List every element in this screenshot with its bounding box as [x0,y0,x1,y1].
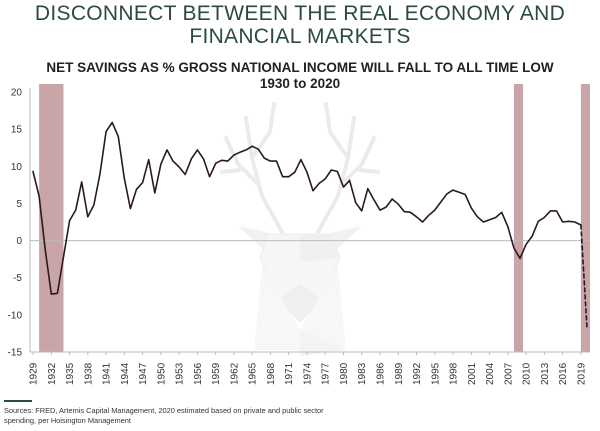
x-tick-label: 1932 [47,362,58,385]
chart-title-line-2: 1930 to 2020 [259,76,341,91]
x-tick-label: 2001 [467,362,478,385]
main-title-line-2: FINANCIAL MARKETS [189,25,411,48]
x-tick-label: 1959 [211,362,222,385]
x-tick-label: 2004 [485,362,496,385]
recession-band [513,84,524,352]
projection-dashed-line [580,224,588,330]
y-axis-ticks: 20 15 10 5 0 -5 -10 -15 [8,88,23,359]
x-tick-label: 1998 [449,362,460,385]
x-tick-label: 1992 [412,362,423,385]
y-tick-label: 0 [16,236,22,247]
x-tick-label: 1956 [193,362,204,385]
x-axis-ticks: 1929 1932 1935 1938 1941 1944 1947 1950 1953 1956… [29,352,587,385]
y-tick-label: -10 [8,310,23,321]
x-tick-label: 1983 [357,362,368,385]
y-tick-label: 10 [11,162,23,173]
x-tick-label: 1953 [175,362,186,385]
x-tick-label: 2013 [540,362,551,385]
x-tick-label: 1929 [29,362,40,385]
footnote-line-1: Sources: FRED, Artemis Capital Managemen… [4,406,324,415]
recession-band [580,84,590,352]
y-tick-label: -15 [8,348,23,359]
x-tick-label: 1962 [229,362,240,385]
x-tick-label: 1944 [120,362,131,385]
x-tick-label: 1935 [65,362,76,385]
x-tick-label: 1947 [138,362,149,385]
chart-title: NET SAVINGS AS % GROSS NATIONAL INCOME W… [0,60,600,92]
x-tick-label: 1989 [394,362,405,385]
x-tick-label: 1977 [321,362,332,385]
x-tick-label: 2007 [503,362,514,385]
x-tick-label: 1938 [83,362,94,385]
x-tick-label: 1986 [376,362,387,385]
y-tick-label: 20 [11,88,23,99]
main-title-line-1: DISCONNECT BETWEEN THE REAL ECONOMY AND [34,2,566,25]
net-savings-line [32,121,582,295]
x-tick-label: 1974 [302,362,313,385]
main-title: DISCONNECT BETWEEN THE REAL ECONOMY AND … [0,2,600,48]
series-layer [32,121,588,330]
x-tick-label: 1950 [156,362,167,385]
chart-title-line-1: NET SAVINGS AS % GROSS NATIONAL INCOME W… [46,60,554,75]
y-tick-label: 15 [11,125,23,136]
footnote-rule [4,400,32,402]
x-tick-label: 1980 [339,362,350,385]
deer-head-logo [220,102,380,356]
x-tick-label: 1965 [248,362,259,385]
x-tick-label: 1968 [266,362,277,385]
x-tick-label: 1941 [102,362,113,385]
x-tick-label: 2010 [522,362,533,385]
x-tick-label: 2016 [558,362,569,385]
recession-band [39,84,64,352]
footnote-line-2: spending, per Hoisington Management [4,415,131,425]
recession-bands [39,84,590,352]
x-tick-label: 1995 [430,362,441,385]
x-tick-label: 2019 [576,362,587,385]
source-footnote: Sources: FRED, Artemis Capital Managemen… [4,406,404,425]
x-tick-label: 1971 [284,362,295,385]
y-tick-label: 5 [16,199,22,210]
y-tick-label: -5 [13,273,22,284]
